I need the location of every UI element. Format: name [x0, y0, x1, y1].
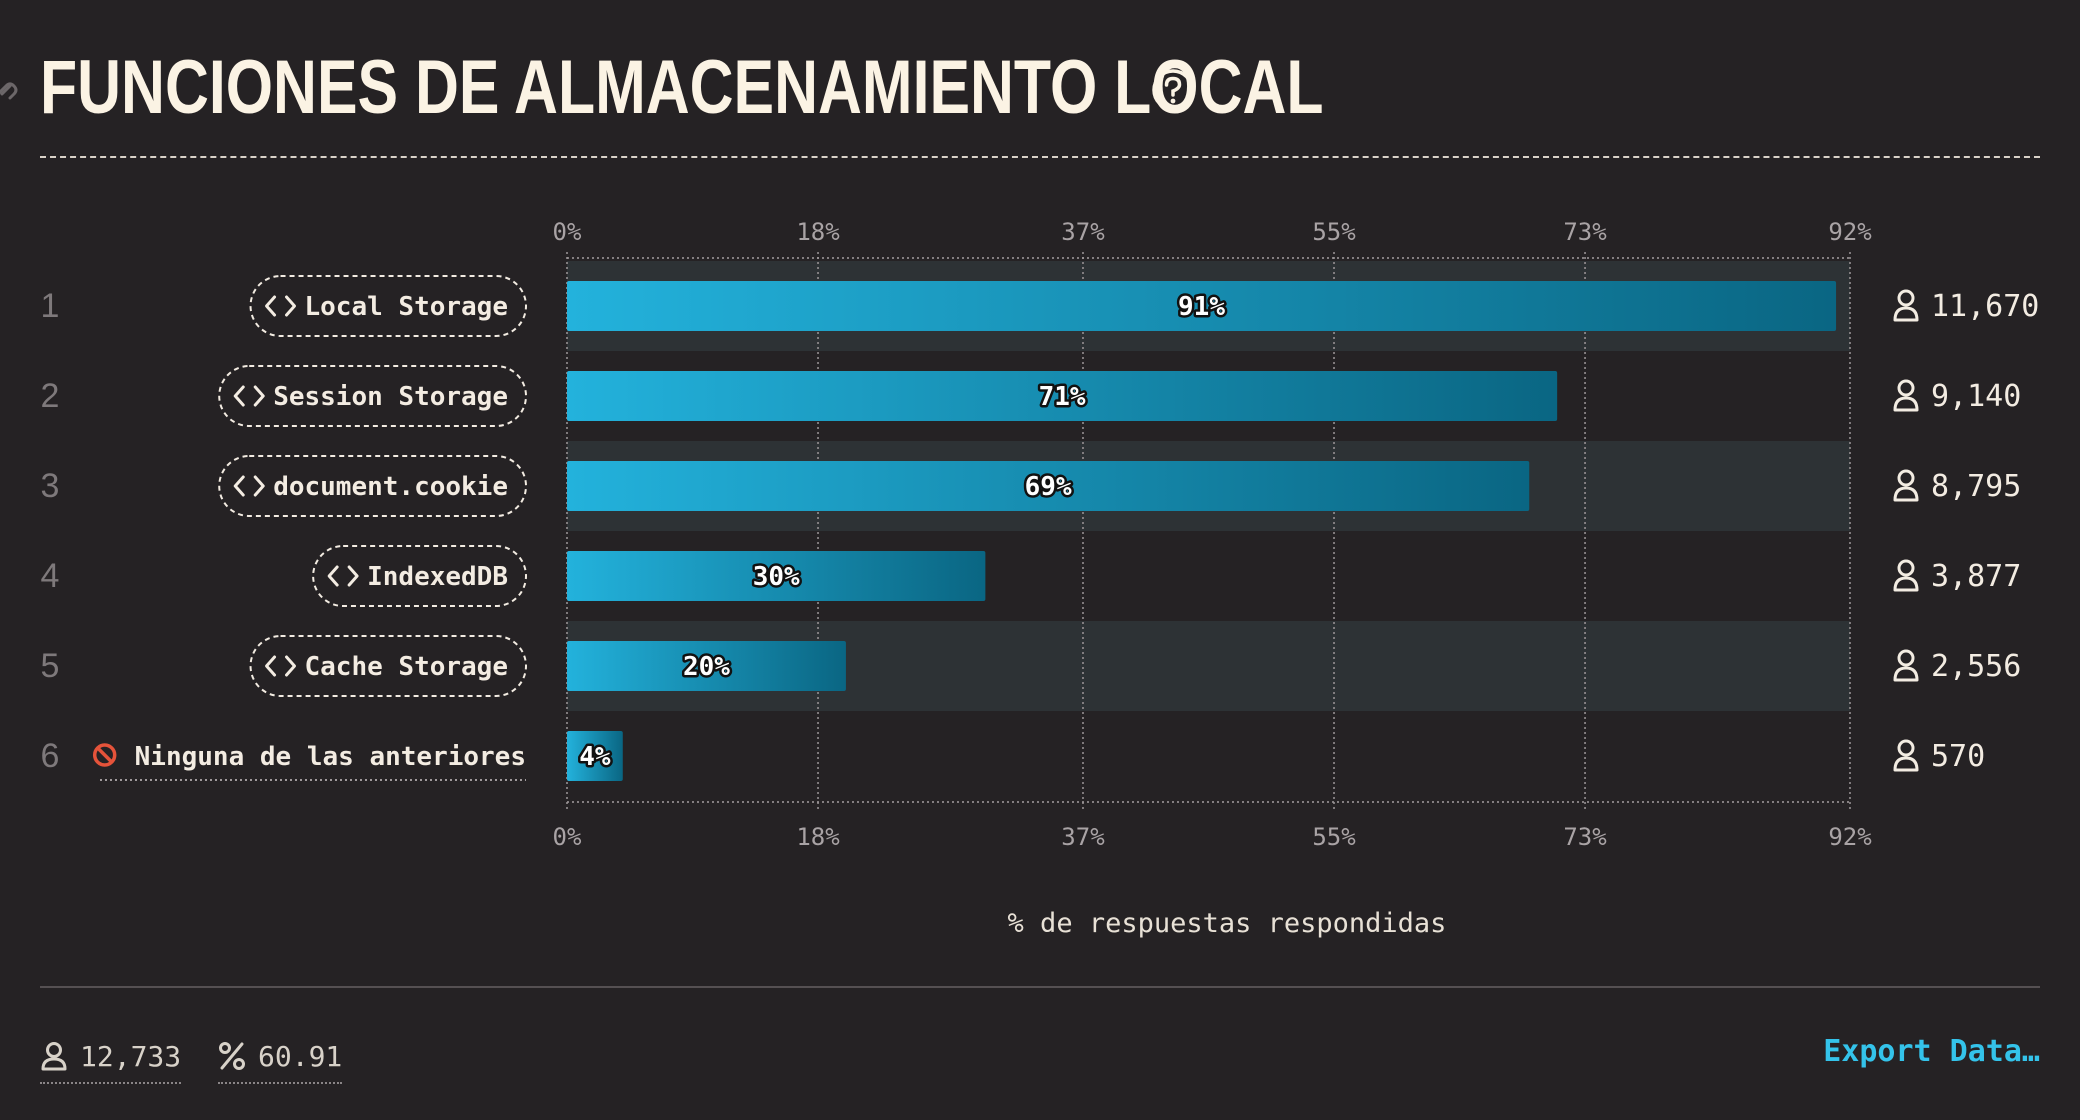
- footer-divider: [40, 986, 2040, 988]
- bar-value-label: 71%: [1039, 382, 1086, 412]
- tick-label-top: 92%: [1828, 218, 1872, 246]
- bar-value-label: 4%: [579, 742, 611, 772]
- percent-value: 60.91: [258, 1039, 343, 1073]
- user-icon: [1897, 739, 1915, 757]
- category-pill[interactable]: [218, 365, 527, 427]
- category-pill[interactable]: [312, 545, 527, 607]
- percent-icon: [219, 1042, 245, 1070]
- bar[interactable]: [567, 281, 1837, 331]
- rank-number: 5: [41, 647, 60, 685]
- tick-label-top: 37%: [1061, 218, 1105, 246]
- respondent-count: 11,670: [1931, 289, 2039, 324]
- help-circle-icon[interactable]: [1151, 68, 1195, 112]
- title-divider: [40, 156, 2040, 158]
- category-label: Session Storage: [273, 382, 508, 412]
- category-label: Local Storage: [305, 292, 509, 322]
- respondent-count: 2,556: [1931, 649, 2021, 684]
- tick-label-bottom: 92%: [1828, 823, 1872, 851]
- user-icon: [1897, 559, 1915, 577]
- code-brackets-icon: [265, 295, 297, 317]
- respondent-count: 570: [1931, 739, 1985, 774]
- rank-number: 3: [41, 467, 60, 505]
- bar-value-label: 20%: [683, 652, 730, 682]
- code-brackets-icon: [327, 565, 359, 587]
- user-icon: [1897, 379, 1915, 397]
- x-axis-label: % de respuestas respondidas: [1007, 908, 1447, 939]
- user-icon-body: [1893, 756, 1919, 772]
- export-data-button[interactable]: Export Data…: [1823, 1034, 2040, 1069]
- category-pill[interactable]: [218, 455, 527, 517]
- tick-label-bottom: 0%: [553, 823, 582, 851]
- tick-label-bottom: 73%: [1563, 823, 1607, 851]
- tick-label-bottom: 18%: [796, 823, 840, 851]
- tick-label-top: 0%: [553, 218, 582, 246]
- user-icon: [1897, 289, 1915, 307]
- total-respondents[interactable]: 12,733: [40, 1034, 182, 1084]
- link-icon[interactable]: [0, 72, 24, 108]
- bar-value-label: 91%: [1178, 292, 1225, 322]
- bar-chart: 0% 0% 18% 18% 37% 37% 55% 55% 73% 73% 92% 92% 1 Local…: [41, 218, 2040, 851]
- user-icon-body: [1893, 576, 1919, 592]
- tick-label-bottom: 55%: [1312, 823, 1356, 851]
- bar[interactable]: [567, 551, 986, 601]
- prohibited-icon: [92, 743, 117, 767]
- user-icon: [1897, 469, 1915, 487]
- tick-label-top: 73%: [1563, 218, 1607, 246]
- bar[interactable]: [567, 641, 846, 691]
- code-brackets-icon: [265, 655, 297, 677]
- bar-value-label: 69%: [1025, 472, 1072, 502]
- tick-label-top: 18%: [796, 218, 840, 246]
- respondents-value: 12,733: [80, 1039, 182, 1073]
- respondent-count: 3,877: [1931, 559, 2021, 594]
- user-icon-body: [1893, 666, 1919, 682]
- category-label: Cache Storage: [305, 652, 509, 682]
- bar[interactable]: [567, 731, 623, 781]
- respondent-count: 9,140: [1931, 379, 2021, 414]
- tick-label-bottom: 37%: [1061, 823, 1105, 851]
- user-icon: [1897, 649, 1915, 667]
- category-pill[interactable]: [249, 635, 528, 697]
- bar[interactable]: [567, 461, 1530, 511]
- code-brackets-icon: [233, 475, 265, 497]
- user-icon-body: [1893, 396, 1919, 412]
- user-icon: [41, 1042, 67, 1071]
- category-pill[interactable]: [249, 275, 528, 337]
- category-label: document.cookie: [273, 472, 508, 502]
- rank-number: 4: [41, 557, 60, 595]
- response-percent[interactable]: 60.91: [218, 1034, 343, 1084]
- rank-number: 1: [41, 287, 60, 325]
- respondent-count: 8,795: [1931, 469, 2021, 504]
- chart-title: FUNCIONES DE ALMACENAMIENTO LOCAL: [40, 45, 1324, 130]
- bar-value-label: 30%: [753, 562, 800, 592]
- user-icon-body: [1893, 306, 1919, 322]
- category-label: Ninguna de las anteriores: [135, 742, 526, 772]
- rank-number: 2: [41, 377, 60, 415]
- rank-number: 6: [41, 737, 60, 775]
- tick-label-top: 55%: [1312, 218, 1356, 246]
- user-icon-body: [1893, 486, 1919, 502]
- code-brackets-icon: [233, 385, 265, 407]
- category-label: IndexedDB: [367, 562, 508, 592]
- prohibited-icon-slash: [96, 746, 113, 764]
- bar[interactable]: [567, 371, 1558, 421]
